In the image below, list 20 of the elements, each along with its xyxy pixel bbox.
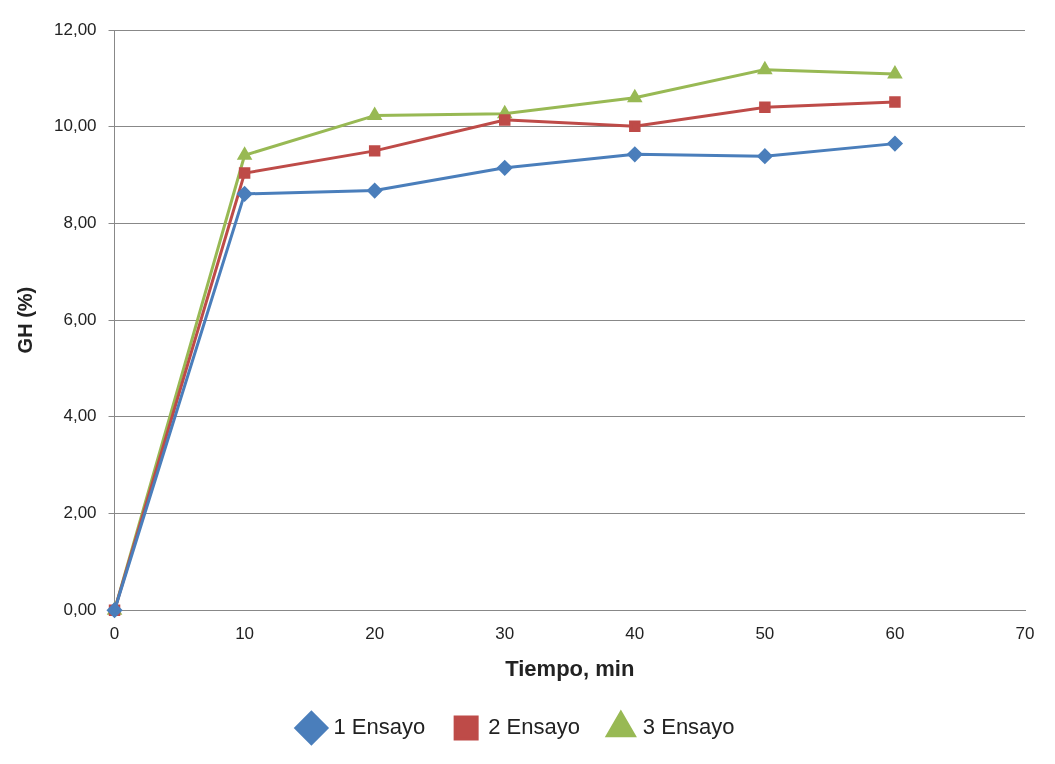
x-tick-label: 10 xyxy=(235,624,255,644)
x-tick-label: 40 xyxy=(625,624,645,644)
x-axis-title: Tiempo, min xyxy=(505,655,635,681)
y-tick-label: 8,00 xyxy=(63,213,97,233)
legend-label: 1 Ensayo xyxy=(333,714,426,740)
y-tick-label: 2,00 xyxy=(63,503,97,523)
y-axis-title: GH (%) xyxy=(13,286,36,354)
x-tick-label: 50 xyxy=(755,624,775,644)
y-tick-label: 6,00 xyxy=(63,309,97,329)
legend-label: 2 Ensayo xyxy=(488,714,580,740)
legend-label: 3 Ensayo xyxy=(642,714,735,740)
y-tick-label: 4,00 xyxy=(63,406,97,426)
x-tick-label: 60 xyxy=(885,624,905,644)
y-tick-label: 0,00 xyxy=(63,599,97,619)
y-tick-label: 12,00 xyxy=(53,19,97,39)
x-tick-label: 30 xyxy=(495,624,515,644)
x-tick-label: 0 xyxy=(109,624,120,644)
x-tick-label: 70 xyxy=(1015,624,1035,644)
x-tick-label: 20 xyxy=(365,624,385,644)
y-tick-label: 10,00 xyxy=(53,116,97,136)
